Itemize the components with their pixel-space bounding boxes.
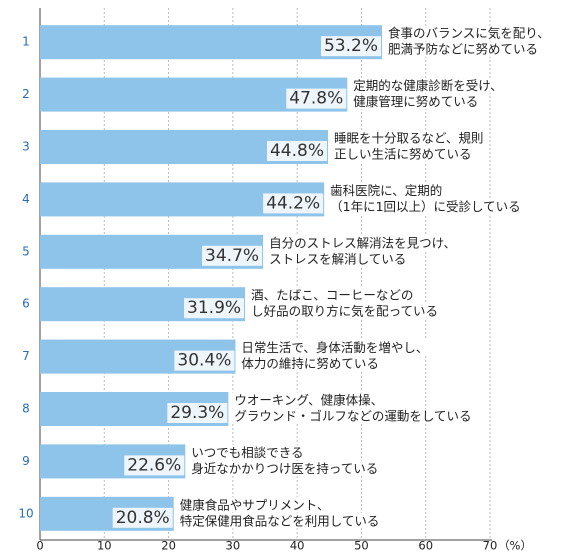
value-label: 31.9% [187,298,241,318]
x-tick-label: 10 [97,539,112,553]
description: 特定保健用食品などを利用している [180,513,380,528]
description: 正しい生活に努めている [334,147,472,162]
y-tick-label: 9 [22,454,30,468]
y-tick-label: 8 [22,402,30,416]
x-tick-label: 70 [483,539,498,553]
x-tick-label: 30 [226,539,241,553]
y-tick-label: 10 [18,506,33,520]
y-tick-label: 2 [22,87,30,101]
y-tick-label: 1 [22,35,30,49]
x-tick-label: 20 [161,539,176,553]
chart: （%） 0 10 20 30 40 50 60 70 1 53.2% 食事のバランスに気を配り、肥満… [0,0,567,553]
description: 睡眠を十分取るなど、規則 [334,131,483,146]
description: 健康食品やサプリメント、 [180,497,330,512]
description: 健康管理に努めている [353,94,478,109]
x-axis-unit: （%） [498,539,532,553]
x-tick-label: 40 [290,539,305,553]
description: グラウンド・ゴルフなどの運動をしている [234,409,471,424]
description: 日常生活で、身体活動を増やし、 [241,340,428,355]
y-tick-label: 5 [22,244,30,258]
x-tick-label: 60 [418,539,433,553]
description: いつでも相談できる [191,445,303,460]
description: 肥満予防などに努めている [388,42,538,57]
description: 酒、たばこ、コーヒーなどの [251,288,413,303]
description: 自分のストレス解消法を見つけ、 [269,235,456,250]
y-tick-label: 4 [22,192,30,206]
value-label: 29.3% [170,403,224,423]
x-tick-label: 0 [36,539,43,553]
description: ストレスを解消している [269,251,406,266]
value-label: 20.8% [116,508,170,528]
description: 定期的な健康診断を受け、 [353,78,502,93]
description: ウオーキング、健康体操、 [234,393,383,408]
value-label: 44.2% [266,193,320,213]
y-tick-label: 3 [22,140,30,154]
description: 食事のバランスに気を配り、 [388,26,550,41]
value-label: 47.8% [289,89,343,109]
description: 身近なかかりつけ医を持っている [191,461,378,476]
description: （1年に1回以上）に受診している [330,199,521,214]
description: 歯科医院に、定期的 [330,183,442,198]
description: し好品の取り方に気を配っている [251,304,438,319]
value-label: 44.8% [270,141,324,161]
value-label: 53.2% [324,36,378,56]
value-label: 30.4% [177,351,231,371]
description: 体力の維持に努めている [241,356,379,371]
value-label: 22.6% [127,455,181,475]
value-label: 34.7% [205,246,259,266]
y-tick-label: 6 [22,297,30,311]
x-tick-label: 50 [354,539,369,553]
y-tick-label: 7 [22,349,30,363]
